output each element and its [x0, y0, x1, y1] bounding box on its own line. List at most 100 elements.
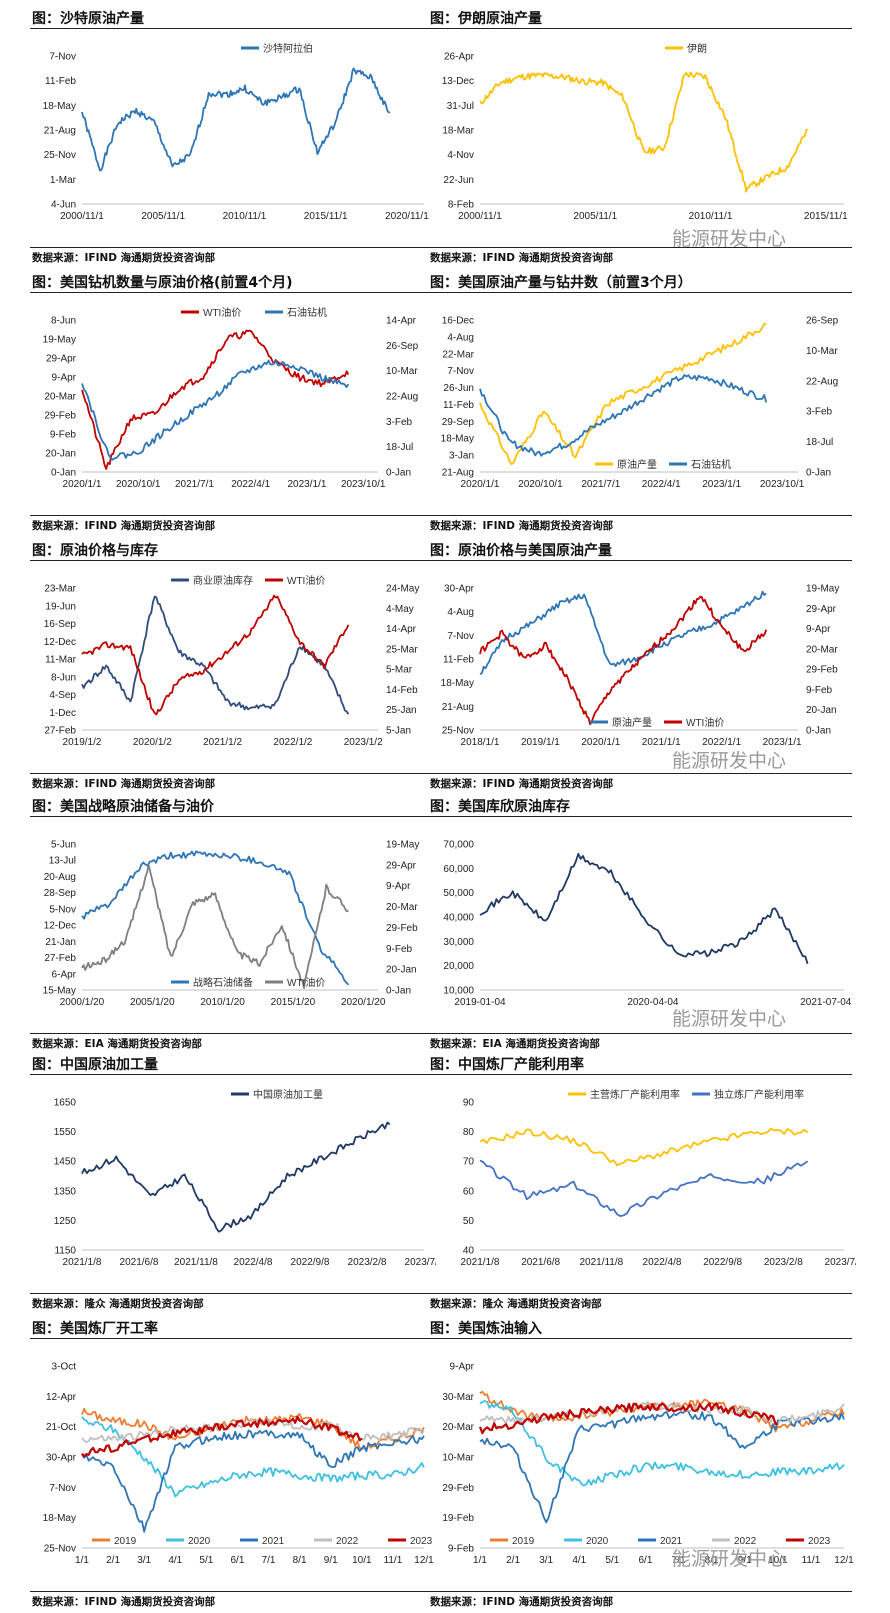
legend-label: 2022 [734, 1536, 757, 1547]
x-tick-label: 2020/1/1 [461, 479, 500, 490]
chart-title: 图：美国炼厂开工率 [32, 1321, 158, 1337]
y-tick-label: 60,000 [443, 864, 474, 875]
y-tick-label: 20-Jan [45, 449, 76, 460]
x-tick-label: 2005/1/20 [130, 997, 175, 1008]
y-tick-label: 25-Nov [44, 150, 76, 161]
y2-tick-label: 25-Jan [386, 705, 417, 716]
legend-label: 沙特阿拉伯 [263, 42, 313, 55]
data-source: 数据来源：IFIND 海通期货投资咨询部 [430, 1596, 614, 1608]
y2-tick-label: 18-Jul [386, 442, 413, 453]
x-tick-label: 2023/1/2 [344, 737, 383, 748]
source-divider [428, 1033, 852, 1034]
x-tick-label: 2023/1/1 [287, 479, 326, 490]
y-tick-label: 30-Apr [444, 584, 475, 595]
chart-title: 图：中国原油加工量 [32, 1057, 158, 1073]
chart-panel-8: 图：美国库欣原油库存 数据来源：EIA 海通期货投资咨询部 70,000 60,000… [428, 796, 860, 1052]
x-tick-label: 2021/1/1 [642, 737, 681, 748]
chart-panel-11: 图：美国炼厂开工率 数据来源：IFIND 海通期货投资咨询部 3-Oct 12-Apr… [30, 1318, 440, 1610]
series-line-1 [479, 323, 767, 465]
x-tick-label: 2020/10/1 [116, 479, 161, 490]
series-line-2 [479, 1400, 845, 1487]
x-tick-label: 2020-04-04 [627, 997, 679, 1008]
x-tick-label: 2020/1/1 [63, 479, 102, 490]
y-tick-label: 15-May [43, 986, 76, 997]
chart-title: 图：伊朗原油产量 [430, 11, 542, 27]
x-tick-label: 2000/11/1 [458, 211, 502, 222]
x-tick-label: 2023/10/1 [760, 479, 805, 490]
x-tick-label: 2022/4/1 [642, 479, 681, 490]
x-tick-label: 2018/1/1 [461, 737, 500, 748]
chart-title: 图：美国原油产量与钻井数（前置3个月） [430, 275, 692, 291]
y2-tick-label: 5-Mar [386, 665, 413, 676]
y-tick-label: 8-Jun [51, 316, 76, 327]
x-tick-label: 7/1 [262, 1555, 276, 1566]
y-tick-label: 27-Feb [44, 726, 76, 737]
y-tick-label: 9-Apr [450, 1362, 475, 1373]
legend-label: 原油产量 [617, 458, 657, 471]
series-line-5 [478, 1402, 778, 1435]
y2-tick-label: 20-Mar [806, 644, 838, 655]
x-tick-label: 2021-07-04 [800, 997, 852, 1008]
y-tick-label: 7-Nov [447, 631, 474, 642]
y2-tick-label: 22-Aug [386, 392, 418, 403]
y2-tick-label: 25-Mar [386, 644, 418, 655]
y-tick-label: 1250 [54, 1216, 77, 1227]
chart-title: 图：美国钻机数量与原油价格(前置4个月) [32, 275, 293, 291]
legend-label: 2019 [512, 1536, 535, 1547]
legend-label: 主营炼厂产能利用率 [590, 1088, 680, 1101]
series-line-3 [81, 1429, 425, 1533]
y2-tick-label: 0-Jan [386, 468, 411, 479]
series-line-1 [81, 595, 350, 715]
y2-tick-label: 19-May [386, 840, 419, 851]
y-tick-label: 11-Feb [443, 400, 474, 411]
chart-svg: 16-Dec 4-Aug 22-Mar 7-Nov 26-Jun 11-Feb 29-Sep… [441, 316, 839, 491]
x-tick-label: 2022/4/8 [643, 1257, 682, 1268]
y-tick-label: 50,000 [443, 888, 474, 899]
y-tick-label: 30,000 [443, 937, 474, 948]
legend-label: 原油产量 [612, 716, 652, 729]
y-tick-label: 8-Jun [51, 672, 76, 683]
y-tick-label: 21-Aug [44, 126, 76, 137]
x-tick-label: 2021/1/8 [63, 1257, 102, 1268]
y2-tick-label: 26-Sep [806, 316, 839, 327]
chart-panel-12: 图：美国炼油输入 数据来源：IFIND 海通期货投资咨询部 9-Apr 30-Mar 2… [428, 1318, 860, 1610]
chart-panel-7: 图：美国战略原油储备与油价 数据来源：EIA 海通期货投资咨询部 5-Jun 13-J… [30, 796, 440, 1052]
chart-svg: 3-Oct 12-Apr 21-Oct 30-Apr 7-Nov 18-May 25-Nov… [43, 1362, 435, 1567]
chart-svg: 5-Jun 13-Jul 20-Aug 28-Sep 5-Nov 12-Dec 21-Jan… [43, 840, 420, 1009]
legend-label: 2019 [114, 1536, 137, 1547]
y-tick-label: 19-May [43, 335, 76, 346]
source-divider [428, 1591, 852, 1592]
title-underline [30, 28, 432, 29]
data-source: 数据来源：IFIND 海通期货投资咨询部 [32, 778, 216, 790]
y2-tick-label: 26-Sep [386, 341, 419, 352]
x-tick-label: 2019/1/1 [521, 737, 560, 748]
source-divider [30, 1591, 432, 1592]
x-tick-label: 2022/4/1 [231, 479, 270, 490]
x-tick-label: 2010/1/20 [200, 997, 245, 1008]
source-divider [30, 247, 432, 248]
x-tick-label: 2020/1/20 [341, 997, 386, 1008]
data-source: 数据来源：EIA 海通期货投资咨询部 [32, 1038, 202, 1050]
data-source: 数据来源：IFIND 海通期货投资咨询部 [430, 778, 614, 790]
data-source: 数据来源：IFIND 海通期货投资咨询部 [430, 252, 614, 264]
y-tick-label: 30-Mar [442, 1392, 474, 1403]
x-tick-label: 2020/10/1 [518, 479, 563, 490]
y-tick-label: 40,000 [443, 913, 474, 924]
x-tick-label: 8/1 [293, 1555, 307, 1566]
x-tick-label: 3/1 [539, 1555, 553, 1566]
y-tick-label: 9-Feb [448, 1544, 475, 1555]
y-tick-label: 13-Jul [49, 856, 76, 867]
y2-tick-label: 10-Mar [806, 346, 838, 357]
x-tick-label: 2023/2/8 [764, 1257, 803, 1268]
y2-tick-label: 20-Jan [806, 705, 837, 716]
y2-tick-label: 3-Feb [806, 407, 833, 418]
y2-tick-label: 5-Jan [386, 726, 411, 737]
x-tick-label: 2021/6/8 [521, 1257, 560, 1268]
y-tick-label: 7-Nov [49, 52, 76, 63]
legend-label: 2022 [336, 1536, 359, 1547]
y2-tick-label: 0-Jan [386, 986, 411, 997]
watermark-text: 能源研发中心 [672, 1008, 787, 1030]
y2-tick-label: 22-Aug [806, 376, 838, 387]
chart-svg: 23-Mar 19-Jun 16-Sep 12-Dec 11-Mar 8-Jun 4-Sep… [44, 574, 420, 748]
x-tick-label: 7/1 [672, 1555, 686, 1566]
